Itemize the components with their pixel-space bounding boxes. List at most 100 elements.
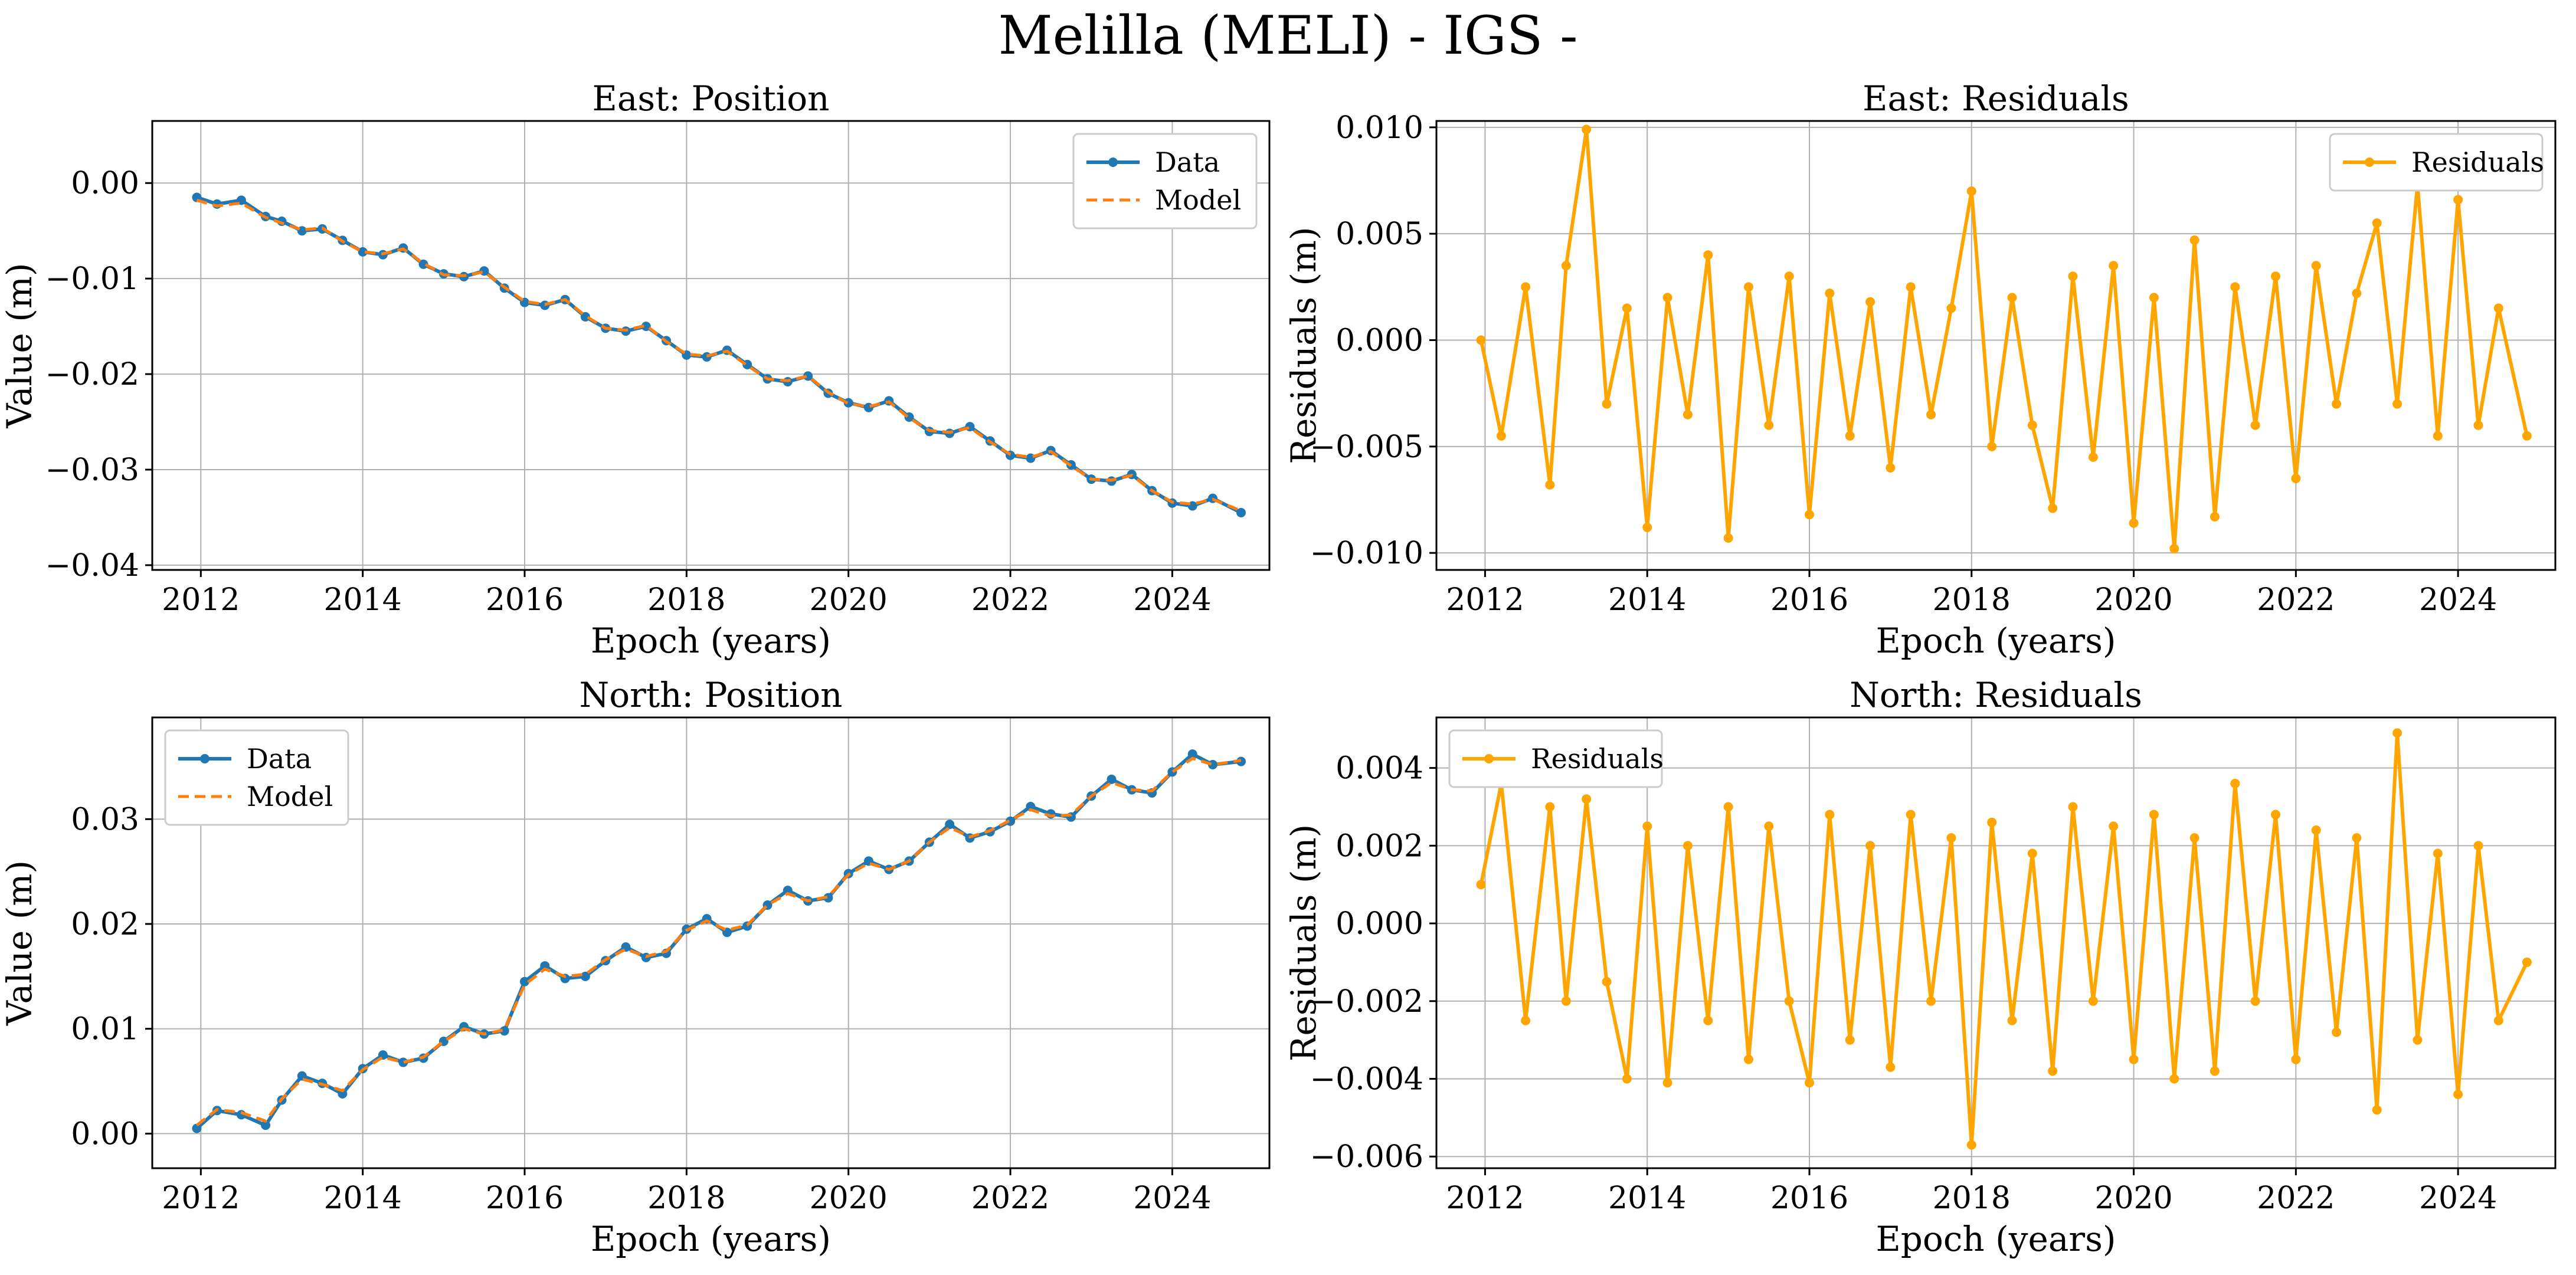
north-position-series-data-point <box>540 961 550 971</box>
east-position-legend-model-label: Model <box>1155 184 1241 216</box>
east-position-y-tick-label: −0.02 <box>45 357 139 392</box>
north-residuals-series-residuals-point <box>2433 848 2443 858</box>
north-residuals-series-residuals-point <box>1825 809 1835 820</box>
north-residuals-series-residuals-point <box>1845 1035 1855 1045</box>
east-residuals-series-residuals-point <box>1784 271 1794 281</box>
east-position-series-data-point <box>418 259 428 269</box>
north-residuals-series-residuals-point <box>2048 1066 2058 1076</box>
north-residuals-series-residuals-point <box>2453 1089 2463 1099</box>
east-residuals-series-residuals-point <box>2027 420 2037 430</box>
north-residuals-series-residuals-point <box>2473 841 2483 851</box>
north-residuals-series-residuals-point <box>2210 1066 2220 1076</box>
north-residuals-y-tick-label: 0.000 <box>1336 906 1423 942</box>
east-residuals-series-residuals-point <box>1926 409 1936 419</box>
north-residuals-series-residuals-point <box>1784 996 1794 1006</box>
north-residuals-series-residuals-point <box>2088 996 2098 1006</box>
east-residuals-series-residuals-point <box>1906 282 1916 292</box>
north-position-series-data-point <box>261 1120 271 1130</box>
north-residuals-x-tick-label: 2024 <box>2419 1181 2497 1216</box>
east-residuals-series-residuals-point <box>2189 235 2199 245</box>
north-position-series-data-point <box>1187 749 1197 759</box>
east-residuals-series-residuals-point <box>2332 399 2342 409</box>
east-residuals-series-residuals-point <box>1561 261 1571 271</box>
north-residuals-series-residuals-point <box>2169 1074 2179 1084</box>
north-residuals-y-tick-label: 0.002 <box>1336 828 1423 864</box>
east-residuals-y-tick-label: −0.005 <box>1310 430 1423 465</box>
east-residuals-series-residuals-point <box>2311 261 2321 271</box>
north-residuals-x-tick-label: 2014 <box>1608 1181 1686 1216</box>
north-residuals-series-residuals-point <box>2493 1015 2503 1025</box>
north-position-x-tick-label: 2020 <box>810 1181 888 1216</box>
east-residuals-series-residuals-point <box>1496 431 1506 441</box>
north-residuals-series-residuals-point <box>1662 1078 1672 1088</box>
east-position-legend-data-label: Data <box>1155 146 1220 178</box>
north-residuals-series-residuals-point <box>2007 1015 2017 1025</box>
east-residuals-series-residuals-point <box>2433 431 2443 441</box>
north-residuals-series-residuals-point <box>1602 976 1612 986</box>
north-residuals-y-tick-label: −0.002 <box>1310 984 1423 1020</box>
east-residuals-legend-residuals-label: Residuals <box>2411 146 2544 178</box>
east-position-series-model-line <box>196 198 1242 512</box>
north-residuals-series-residuals-point <box>1723 802 1733 812</box>
east-residuals-y-tick-label: 0.010 <box>1336 110 1423 146</box>
north-residuals-series-residuals-point <box>2189 833 2199 843</box>
east-position-x-tick-label: 2022 <box>971 582 1049 618</box>
east-residuals-series-residuals-point <box>1845 431 1855 441</box>
east-residuals-series-residuals-point <box>2473 420 2483 430</box>
north-position-series-model-line <box>195 756 1242 1127</box>
north-residuals-y-axis-label: Residuals (m) <box>1284 824 1324 1061</box>
north-residuals-series-residuals-point <box>2230 778 2240 788</box>
north-residuals-series-residuals-point <box>1906 809 1916 820</box>
east-position-axes-frame <box>151 120 1271 571</box>
north-residuals-series-residuals-point <box>1561 996 1571 1006</box>
east-residuals-series-residuals-point <box>2109 261 2119 271</box>
north-residuals-x-tick-label: 2020 <box>2094 1181 2172 1216</box>
north-residuals-series-residuals-point <box>2149 809 2159 820</box>
north-residuals-series-residuals-point <box>2332 1027 2342 1037</box>
east-residuals-x-tick-label: 2012 <box>1446 582 1524 618</box>
east-position-y-tick-label: −0.03 <box>45 453 139 488</box>
north-residuals-series-residuals-point <box>1683 841 1693 851</box>
east-residuals-series-residuals-point <box>2129 518 2139 528</box>
north-position-y-tick-label: 0.02 <box>71 907 139 942</box>
north-residuals-series-residuals-point <box>1966 1140 1976 1150</box>
east-residuals-series-residuals-point <box>1622 303 1632 313</box>
north-position-series-data-point <box>1207 759 1217 769</box>
north-position-title: North: Position <box>579 675 842 715</box>
north-position-y-tick-label: 0.03 <box>71 802 139 837</box>
north-residuals-series-residuals-point <box>2392 728 2402 738</box>
figure-title: Melilla (MELI) - IGS - <box>998 5 1578 67</box>
east-residuals-series-residuals-point <box>1946 303 1956 313</box>
east-position-x-tick-label: 2014 <box>323 582 401 618</box>
east-residuals-series-residuals-point <box>2088 452 2098 462</box>
north-position-y-tick-label: 0.01 <box>71 1012 139 1047</box>
north-position-x-axis-label: Epoch (years) <box>591 1219 831 1259</box>
east-position-series-data-point <box>358 247 368 257</box>
east-position-series-data-point <box>863 402 873 412</box>
east-position-x-tick-label: 2012 <box>162 582 240 618</box>
east-residuals-series-residuals-point <box>2493 303 2503 313</box>
east-residuals-series-residuals-point <box>2230 282 2240 292</box>
north-position-series-data-point <box>580 971 590 981</box>
east-residuals-series-residuals-point <box>2210 512 2220 522</box>
east-residuals-series-residuals-point <box>1642 522 1652 532</box>
east-position-series-data-point <box>843 398 853 408</box>
east-residuals-x-tick-label: 2020 <box>2094 582 2172 618</box>
north-position-series-data-point <box>945 820 955 830</box>
east-residuals-x-tick-label: 2024 <box>2419 582 2497 618</box>
east-position-series-data-point <box>479 266 489 276</box>
east-residuals-x-tick-label: 2016 <box>1770 582 1848 618</box>
east-residuals-series-residuals-point <box>1662 293 1672 303</box>
north-residuals-series-residuals-point <box>1987 817 1997 827</box>
east-residuals-series-residuals-point <box>2291 473 2301 483</box>
east-residuals-series-residuals-point <box>1886 463 1896 473</box>
north-position-series-data-point <box>192 1123 202 1133</box>
north-residuals-series-residuals-point <box>1642 821 1652 831</box>
east-residuals-y-tick-label: 0.000 <box>1336 323 1423 358</box>
east-residuals-y-axis-label: Residuals (m) <box>1284 227 1324 464</box>
north-position-x-tick-label: 2018 <box>647 1181 725 1216</box>
north-residuals-series-residuals-point <box>1743 1054 1753 1064</box>
east-position-x-tick-label: 2018 <box>647 582 725 618</box>
east-residuals-axes-frame <box>1435 120 2557 571</box>
east-residuals-series-residuals-point <box>1545 480 1555 490</box>
